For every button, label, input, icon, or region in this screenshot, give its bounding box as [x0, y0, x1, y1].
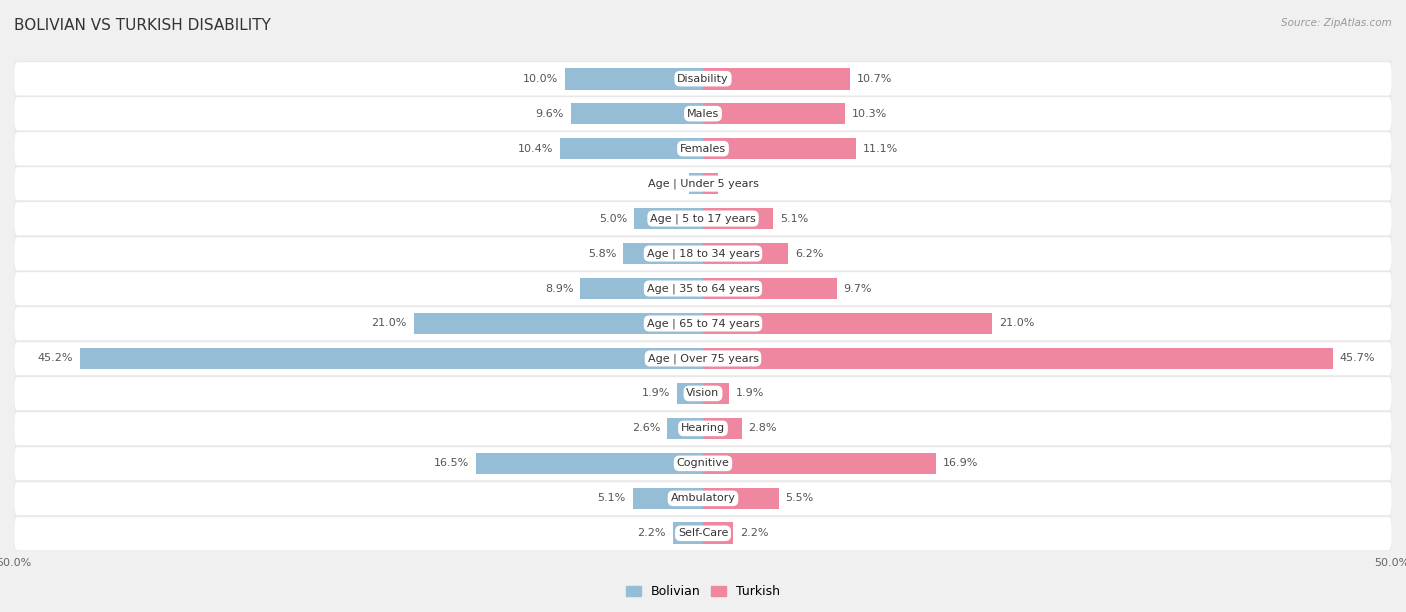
Text: 6.2%: 6.2%: [796, 248, 824, 258]
Text: Hearing: Hearing: [681, 424, 725, 433]
Text: Females: Females: [681, 144, 725, 154]
FancyBboxPatch shape: [14, 166, 1392, 201]
Text: 1.0%: 1.0%: [654, 179, 682, 188]
FancyBboxPatch shape: [14, 341, 1392, 376]
Bar: [475, 452, 703, 474]
Bar: [560, 138, 703, 160]
Text: Males: Males: [688, 109, 718, 119]
Bar: [565, 68, 703, 89]
FancyBboxPatch shape: [14, 376, 1392, 411]
Text: 2.2%: 2.2%: [637, 528, 666, 539]
FancyBboxPatch shape: [14, 271, 1392, 306]
Text: Cognitive: Cognitive: [676, 458, 730, 468]
Text: 16.9%: 16.9%: [943, 458, 979, 468]
Text: 45.2%: 45.2%: [38, 354, 73, 364]
Text: 10.7%: 10.7%: [858, 73, 893, 84]
Text: 1.9%: 1.9%: [737, 389, 765, 398]
Text: Age | Under 5 years: Age | Under 5 years: [648, 178, 758, 189]
Bar: [633, 488, 703, 509]
Bar: [689, 173, 703, 195]
Bar: [703, 68, 851, 89]
Bar: [703, 313, 993, 334]
Text: BOLIVIAN VS TURKISH DISABILITY: BOLIVIAN VS TURKISH DISABILITY: [14, 18, 271, 34]
Bar: [703, 207, 773, 230]
Text: Age | 65 to 74 years: Age | 65 to 74 years: [647, 318, 759, 329]
FancyBboxPatch shape: [14, 411, 1392, 446]
FancyBboxPatch shape: [14, 306, 1392, 341]
FancyBboxPatch shape: [14, 96, 1392, 131]
Text: 45.7%: 45.7%: [1340, 354, 1375, 364]
Text: 21.0%: 21.0%: [1000, 318, 1035, 329]
FancyBboxPatch shape: [14, 201, 1392, 236]
Text: 1.9%: 1.9%: [641, 389, 669, 398]
Bar: [703, 382, 730, 405]
Text: 10.0%: 10.0%: [523, 73, 558, 84]
Bar: [703, 488, 779, 509]
Text: 5.5%: 5.5%: [786, 493, 814, 503]
Text: 9.6%: 9.6%: [536, 109, 564, 119]
Text: Age | 5 to 17 years: Age | 5 to 17 years: [650, 214, 756, 224]
Bar: [703, 452, 936, 474]
Text: 5.8%: 5.8%: [588, 248, 616, 258]
Text: Vision: Vision: [686, 389, 720, 398]
FancyBboxPatch shape: [14, 516, 1392, 551]
Text: 16.5%: 16.5%: [433, 458, 468, 468]
Text: 11.1%: 11.1%: [863, 144, 898, 154]
Text: Disability: Disability: [678, 73, 728, 84]
Bar: [581, 278, 703, 299]
Bar: [672, 523, 703, 544]
Text: 8.9%: 8.9%: [546, 283, 574, 294]
Bar: [413, 313, 703, 334]
Text: 10.3%: 10.3%: [852, 109, 887, 119]
Text: 5.0%: 5.0%: [599, 214, 627, 223]
FancyBboxPatch shape: [14, 61, 1392, 96]
Bar: [676, 382, 703, 405]
FancyBboxPatch shape: [14, 131, 1392, 166]
Bar: [703, 138, 856, 160]
Text: Age | Over 75 years: Age | Over 75 years: [648, 353, 758, 364]
Text: 9.7%: 9.7%: [844, 283, 872, 294]
Bar: [668, 417, 703, 439]
Text: Age | 18 to 34 years: Age | 18 to 34 years: [647, 248, 759, 259]
Text: 2.8%: 2.8%: [748, 424, 778, 433]
Text: 5.1%: 5.1%: [598, 493, 626, 503]
Text: 10.4%: 10.4%: [517, 144, 553, 154]
Bar: [571, 103, 703, 124]
Text: 1.1%: 1.1%: [725, 179, 754, 188]
Bar: [623, 243, 703, 264]
Text: 5.1%: 5.1%: [780, 214, 808, 223]
Text: Ambulatory: Ambulatory: [671, 493, 735, 503]
Text: 21.0%: 21.0%: [371, 318, 406, 329]
Bar: [703, 417, 741, 439]
Bar: [703, 103, 845, 124]
Bar: [703, 278, 837, 299]
Bar: [703, 348, 1333, 369]
FancyBboxPatch shape: [14, 236, 1392, 271]
Text: Self-Care: Self-Care: [678, 528, 728, 539]
FancyBboxPatch shape: [14, 446, 1392, 481]
FancyBboxPatch shape: [14, 481, 1392, 516]
Text: 2.6%: 2.6%: [631, 424, 661, 433]
Text: Age | 35 to 64 years: Age | 35 to 64 years: [647, 283, 759, 294]
Bar: [703, 523, 734, 544]
Bar: [634, 207, 703, 230]
Bar: [703, 243, 789, 264]
Legend: Bolivian, Turkish: Bolivian, Turkish: [621, 580, 785, 603]
Bar: [703, 173, 718, 195]
Bar: [80, 348, 703, 369]
Text: Source: ZipAtlas.com: Source: ZipAtlas.com: [1281, 18, 1392, 28]
Text: 2.2%: 2.2%: [740, 528, 769, 539]
